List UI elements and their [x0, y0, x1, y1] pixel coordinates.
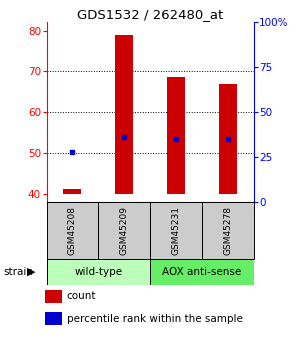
Bar: [46, 259, 150, 285]
Text: ▶: ▶: [27, 267, 36, 277]
Text: GSM45231: GSM45231: [171, 206, 180, 255]
Text: GSM45278: GSM45278: [223, 206, 232, 255]
Bar: [45, 313, 62, 325]
Bar: [150, 259, 254, 285]
Title: GDS1532 / 262480_at: GDS1532 / 262480_at: [77, 8, 223, 21]
Text: strain: strain: [3, 267, 33, 277]
Text: wild-type: wild-type: [74, 267, 122, 277]
Text: percentile rank within the sample: percentile rank within the sample: [67, 314, 243, 324]
Bar: [167, 78, 185, 194]
Bar: [115, 34, 133, 194]
Text: GSM45209: GSM45209: [120, 206, 129, 255]
Bar: [46, 202, 98, 259]
Bar: [98, 202, 150, 259]
Text: GSM45208: GSM45208: [68, 206, 77, 255]
Bar: [202, 202, 254, 259]
Bar: [219, 83, 237, 194]
Bar: [45, 290, 62, 303]
Text: AOX anti-sense: AOX anti-sense: [162, 267, 242, 277]
Text: count: count: [67, 291, 96, 301]
Bar: [150, 202, 202, 259]
Bar: [63, 189, 81, 194]
